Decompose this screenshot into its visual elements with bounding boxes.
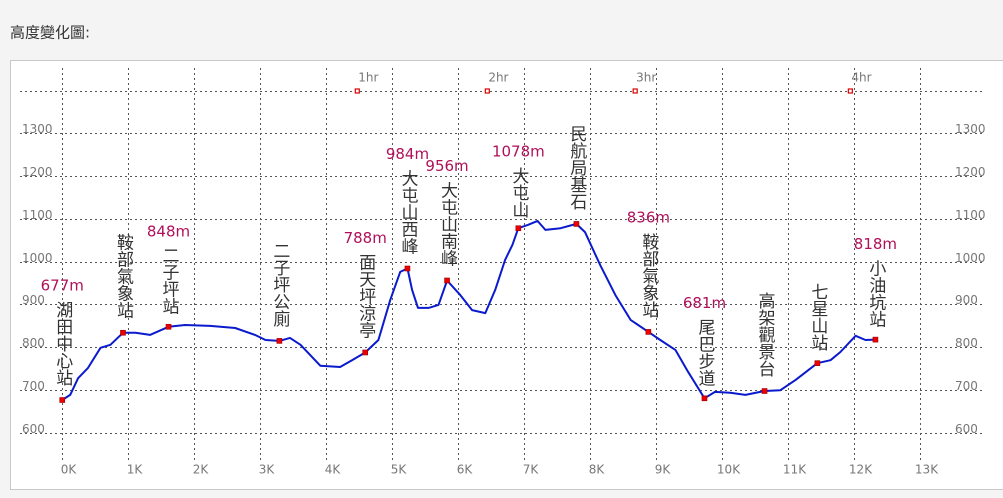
x-tick-label: 11K [783, 463, 807, 477]
y-tick-label: 600 [955, 422, 978, 436]
x-tick-label: 3K [259, 463, 276, 477]
time-mark [354, 88, 360, 94]
waypoint-name: 鞍部氣象站 [638, 233, 659, 318]
x-tick-label: 0K [61, 463, 78, 477]
waypoint-marker [362, 349, 369, 356]
waypoint-marker [444, 277, 450, 284]
y-tick-label: 800 [22, 336, 45, 350]
waypoint-marker [701, 395, 708, 402]
waypoint-marker [573, 221, 580, 227]
x-tick-label: 6K [457, 463, 474, 477]
waypoint-name: 湖田中心站 [52, 301, 72, 386]
x-tick-label: 8K [589, 463, 606, 477]
elevation-label: 1078m [492, 143, 545, 161]
waypoint-marker [120, 329, 126, 336]
waypoint-name: 民航局基石 [566, 125, 587, 210]
y-tick-label: 700 [22, 379, 45, 393]
y-tick-label: 1300 [22, 122, 53, 136]
y-tick-label: 1200 [955, 165, 986, 179]
x-tick-label: 1K [127, 463, 144, 477]
x-tick-label: 9K [655, 463, 672, 477]
y-tick-label: 1000 [22, 251, 53, 265]
elevation-label: 818m [854, 235, 897, 253]
waypoint-name: 高架觀景台 [755, 292, 776, 377]
y-tick-label: 900 [22, 293, 45, 307]
waypoint-name: 大屯山 [508, 167, 529, 218]
x-tick-label: 10K [717, 463, 741, 477]
y-tick-label: 1100 [955, 208, 986, 222]
waypoint-name: 大屯山南峰 [437, 181, 458, 266]
y-tick-label: 1300 [955, 122, 986, 136]
x-tick-label: 5K [391, 463, 408, 477]
waypoint-name: 尾巴步道 [694, 318, 715, 386]
y-tick-label: 900 [955, 293, 978, 307]
waypoint-marker [872, 336, 879, 343]
waypoint-marker [404, 265, 411, 272]
y-tick-label: 1000 [955, 251, 986, 265]
waypoint-marker [165, 323, 172, 330]
waypoint-marker [515, 225, 522, 232]
x-tick-label: 4K [325, 463, 342, 477]
elevation-label: 677m [41, 277, 84, 295]
y-tick-label: 1100 [22, 208, 53, 222]
elevation-label: 848m [147, 222, 190, 240]
waypoint-marker [814, 360, 821, 366]
elevation-label: 984m [386, 145, 429, 163]
time-label: 2hr [488, 71, 508, 85]
waypoint-name: 面天坪涼亭 [355, 253, 376, 338]
x-tick-label: 2K [193, 463, 210, 477]
waypoint-name: 二子坪站 [159, 247, 180, 315]
waypoint-name: 大屯山西峰 [397, 169, 418, 254]
waypoint-marker [645, 329, 652, 335]
waypoint-marker [59, 397, 66, 403]
y-tick-label: 700 [955, 379, 978, 393]
waypoint-marker [761, 388, 768, 394]
elevation-label: 788m [344, 229, 387, 247]
time-label: 3hr [636, 71, 656, 85]
time-label: 1hr [358, 71, 378, 85]
time-mark [632, 88, 638, 94]
y-tick-label: 1200 [22, 165, 53, 179]
waypoint-name: 七星山站 [807, 283, 828, 351]
x-tick-label: 7K [523, 463, 540, 477]
waypoint-name: 小油坑站 [865, 260, 886, 328]
x-tick-label: 12K [849, 463, 873, 477]
waypoint-name: 鞍部氣象站 [113, 234, 134, 319]
elevation-label: 681m [683, 294, 726, 312]
time-mark [847, 88, 853, 94]
waypoint-marker [276, 338, 283, 344]
elevation-label: 836m [627, 208, 670, 226]
panel [10, 60, 1003, 490]
time-mark [484, 88, 490, 94]
waypoint-name: 二子坪公廁 [269, 242, 290, 328]
elevation-label: 956m [425, 157, 468, 175]
x-tick-label: 13K [915, 463, 939, 477]
page-title: 高度變化圖: [10, 24, 90, 42]
y-tick-label: 600 [22, 422, 45, 436]
time-label: 4hr [851, 71, 871, 85]
profile-line [61, 219, 876, 401]
y-tick-label: 800 [955, 336, 978, 350]
